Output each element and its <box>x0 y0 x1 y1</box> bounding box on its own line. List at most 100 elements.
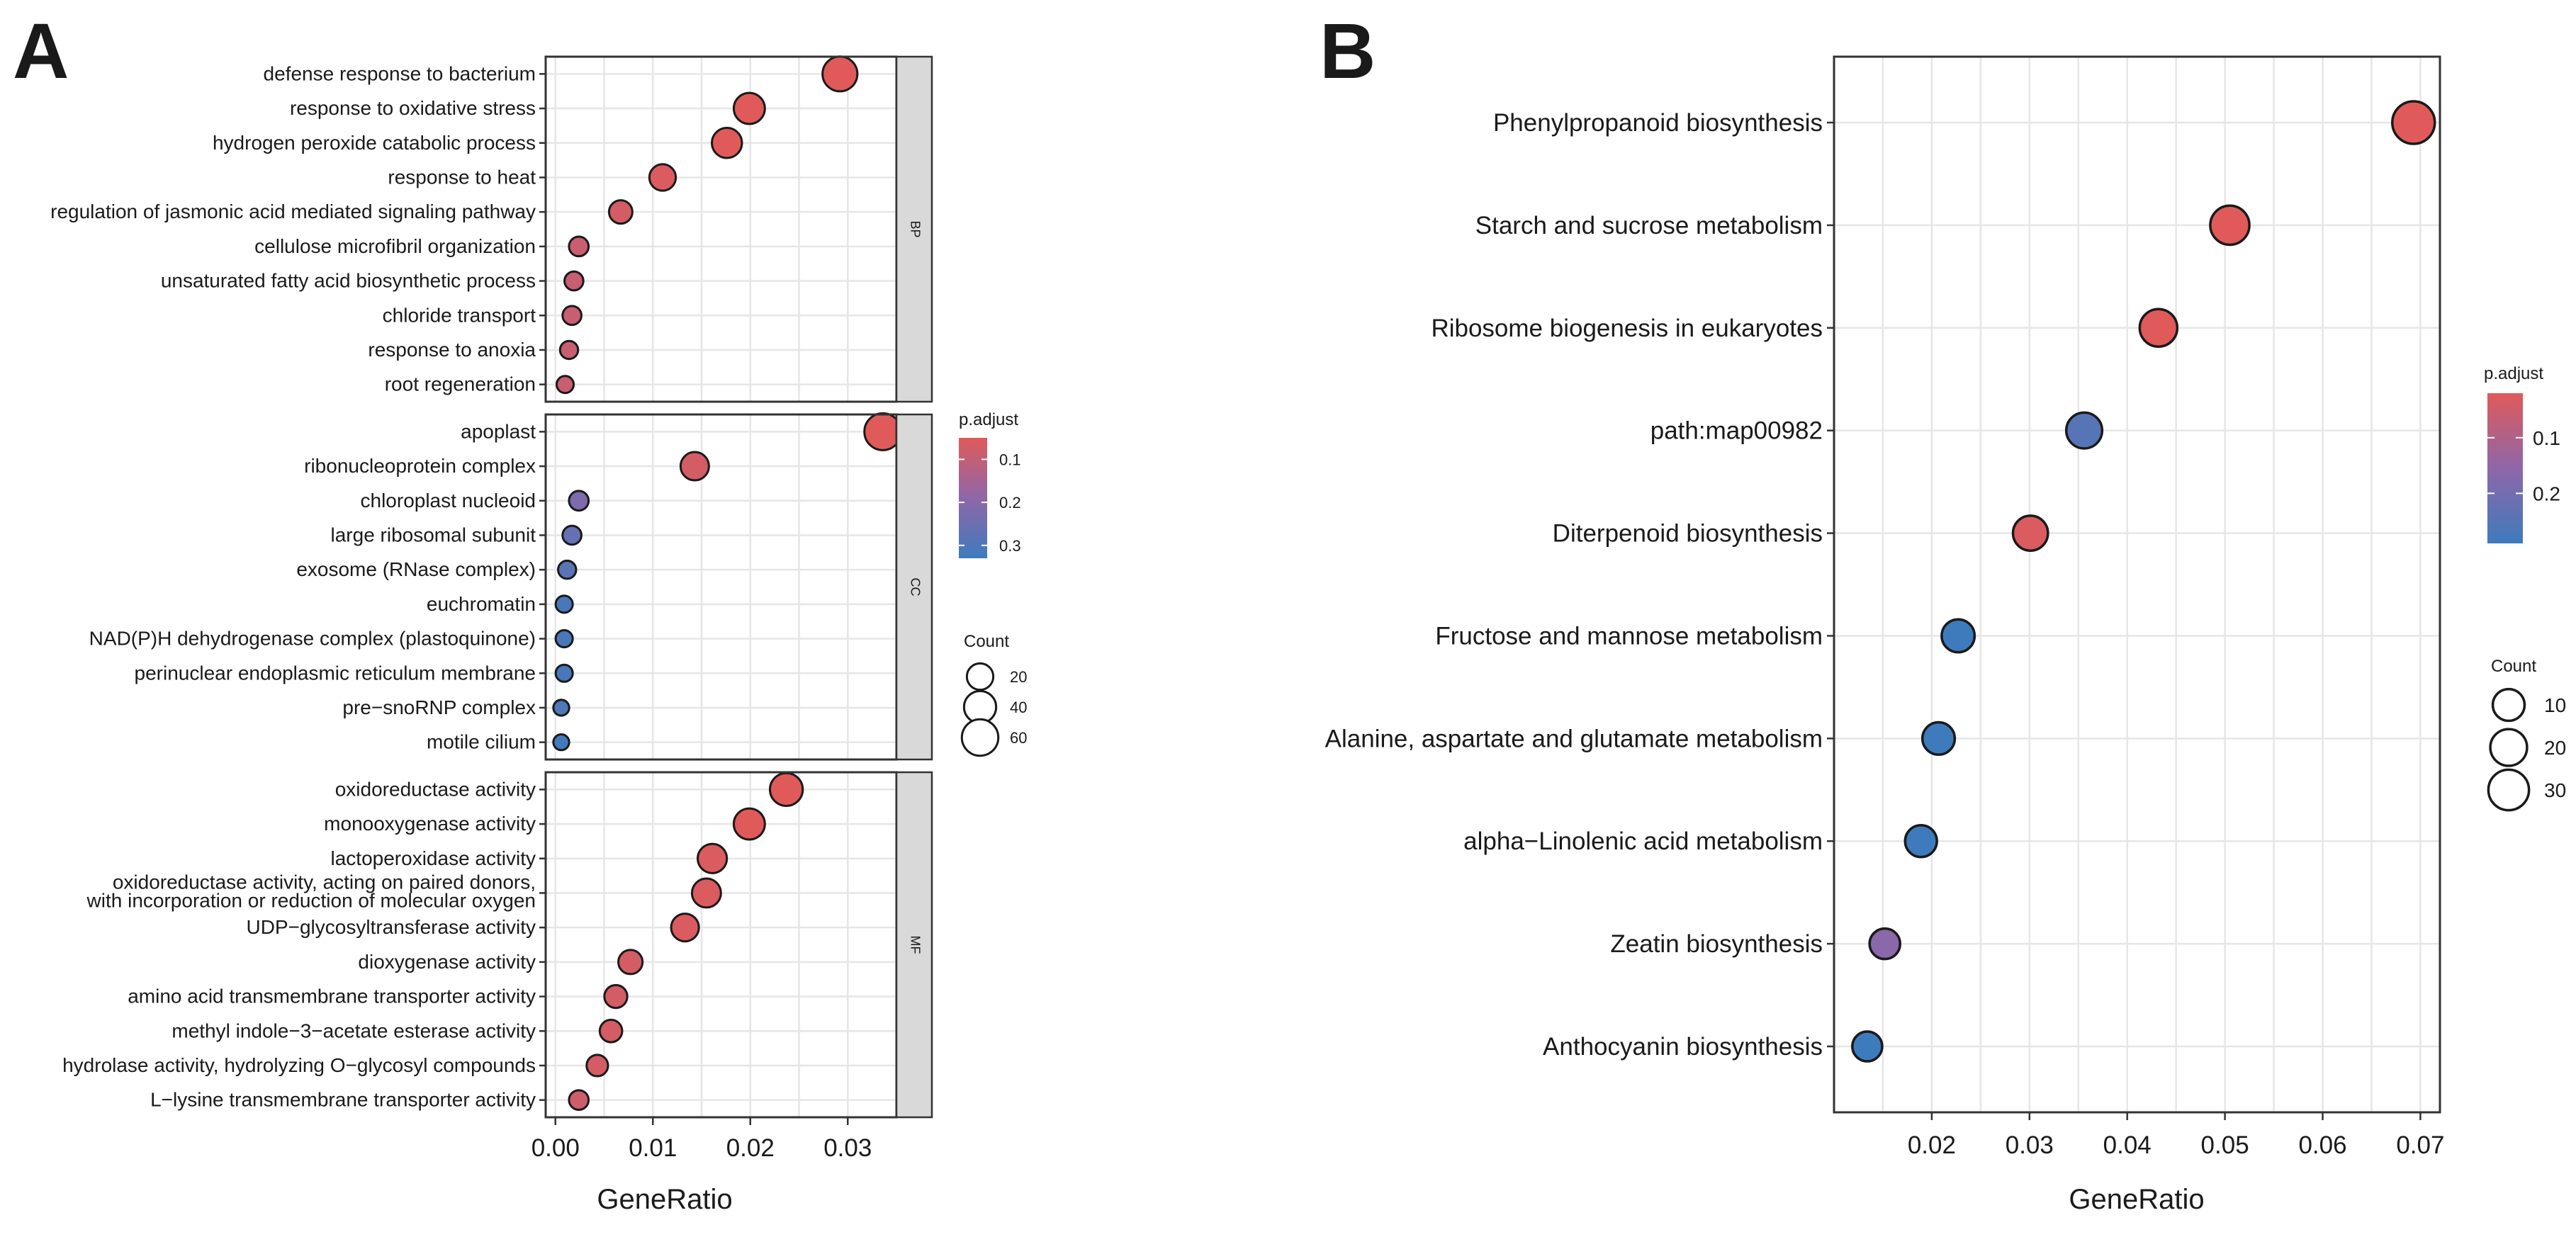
panel-a-point-perinuclear-endoplasmic-reticulum-membrane <box>554 663 574 683</box>
panel-b-point-path-map00982 <box>2064 411 2104 450</box>
panel-a-size-key-label: 60 <box>1010 729 1027 747</box>
panel-b-term-phenylpropanoid-biosynthesis: Phenylpropanoid biosynthesis <box>1493 109 1823 137</box>
panel-a-term-udp-glycosyltransferase-activity: UDP−glycosyltransferase activity <box>247 916 536 938</box>
panel-a-point-hydrogen-peroxide-catabolic-process <box>711 127 743 159</box>
panel-b-term-diterpenoid-biosynthesis: Diterpenoid biosynthesis <box>1553 520 1823 548</box>
panel-a-term-response-to-oxidative-stress: response to oxidative stress <box>290 97 536 119</box>
panel-a-point-oxidoreductase-activity-acting-on-paired-donors-with-incorporation-or-reduction-of-molecular-oxygen <box>690 877 722 909</box>
panel-a-size-legend: 20 40 60 <box>960 662 1027 757</box>
panel-a-term-motile-cilium: motile cilium <box>427 731 536 753</box>
panel-b-point-starch-and-sucrose-metabolism <box>2209 204 2251 247</box>
panel-a-point-cellulose-microfibril-organization <box>568 235 590 258</box>
panel-b-term-zeatin-biosynthesis: Zeatin biosynthesis <box>1610 930 1823 958</box>
panel-a-point-response-to-oxidative-stress <box>732 91 766 125</box>
panel-a-term-oxidoreductase-activity-acting-on-paired-donors-with-incorporation-or-reduction-of-molecular-oxygen: oxidoreductase activity, acting on paire… <box>86 871 536 911</box>
panel-a-color-tick-label: 0.1 <box>999 451 1021 468</box>
panel-a-point-methyl-indole-3-acetate-esterase-activity <box>598 1018 624 1044</box>
panel-a-strip-label-mf: MF <box>908 936 922 954</box>
panel-a-x-tick-label: 0.02 <box>726 1134 775 1162</box>
panel-a-points <box>552 55 903 1111</box>
panel-a-term-methyl-indole-3-acetate-esterase-activity: methyl indole−3−acetate esterase activit… <box>171 1019 536 1041</box>
panel-a-term-exosome-rnase-complex: exosome (RNase complex) <box>296 558 536 580</box>
panel-b-grid <box>1834 57 2440 1112</box>
panel-b-x-tick-label: 0.02 <box>1908 1131 1956 1159</box>
panel-b-point-zeatin-biosynthesis <box>1868 927 1902 961</box>
panel-a-point-nad-p-h-dehydrogenase-complex-plastoquinone <box>554 628 574 649</box>
panel-b-x-tick-label: 0.07 <box>2396 1131 2444 1159</box>
panel-a-dotplot: BP CC MF defense response to bacterium resp… <box>50 55 933 1215</box>
panel-a-term-euchromatin: euchromatin <box>427 593 536 615</box>
panel-b-point-phenylpropanoid-biosynthesis <box>2391 100 2436 145</box>
panel-a-size-key <box>960 718 1000 757</box>
panel-b-point-ribosome-biogenesis-in-eukaryotes <box>2138 307 2179 349</box>
panel-b-term-fructose-and-mannose-metabolism: Fructose and mannose metabolism <box>1435 622 1823 650</box>
panel-b-term-alpha-linolenic-acid-metabolism: alpha−Linolenic acid metabolism <box>1463 828 1823 855</box>
panel-a-point-pre-snornp-complex <box>552 699 570 717</box>
panel-a-point-l-lysine-transmembrane-transporter-activity <box>568 1089 590 1111</box>
panel-b-size-key <box>2489 728 2529 767</box>
panel-a-point-large-ribosomal-subunit <box>561 524 583 546</box>
panel-a-size-legend-title: Count <box>964 632 1009 651</box>
panel-b-term-starch-and-sucrose-metabolism: Starch and sucrose metabolism <box>1475 212 1823 239</box>
panel-a-point-ribonucleoprotein-complex <box>679 451 710 482</box>
panel-a-term-monooxygenase-activity: monooxygenase activity <box>324 813 536 835</box>
panel-b-size-key-label: 30 <box>2544 779 2566 801</box>
panel-b-size-key-label: 10 <box>2544 694 2566 716</box>
panel-a-term-unsaturated-fatty-acid-biosynthetic-process: unsaturated fatty acid biosynthetic proc… <box>161 270 536 292</box>
panel-a-color-legend-title: p.adjust <box>959 410 1018 429</box>
panel-a-point-unsaturated-fatty-acid-biosynthetic-process <box>563 270 585 292</box>
panel-a-point-regulation-of-jasmonic-acid-mediated-signaling-pathway <box>607 199 634 225</box>
panel-a-term-dioxygenase-activity: dioxygenase activity <box>358 951 536 973</box>
panel-a-term-nad-p-h-dehydrogenase-complex-plastoquinone: NAD(P)H dehydrogenase complex (plastoqui… <box>89 628 536 650</box>
panel-a-term-response-to-heat: response to heat <box>388 166 536 188</box>
panel-a-point-hydrolase-activity-hydrolyzing-o-glycosyl-compounds <box>585 1054 609 1078</box>
panel-a-point-chloride-transport <box>561 305 583 327</box>
panel-a-x-axis-title: GeneRatio <box>597 1184 732 1215</box>
panel-a-term-large-ribosomal-subunit: large ribosomal subunit <box>331 524 536 546</box>
panel-a-term-defense-response-to-bacterium: defense response to bacterium <box>264 62 536 84</box>
panel-a-term-apoplast: apoplast <box>461 420 536 442</box>
panel-b-color-tick-label: 0.1 <box>2533 427 2560 449</box>
panel-a-point-dioxygenase-activity <box>617 949 644 976</box>
panel-b-x-axis: 0.02 0.03 0.04 0.05 0.06 0.07 <box>1908 1112 2444 1159</box>
panel-a-size-key-label: 20 <box>1010 668 1027 686</box>
panel-a-point-response-to-anoxia <box>558 339 580 361</box>
panel-a-point-amino-acid-transmembrane-transporter-activity <box>603 983 629 1010</box>
panel-a-color-tick-label: 0.2 <box>999 494 1021 512</box>
panel-b-point-alanine-aspartate-and-glutamate-metabolism <box>1920 721 1957 756</box>
panel-b-x-tick-label: 0.05 <box>2201 1131 2249 1159</box>
panel-a-size-key-label: 40 <box>1010 699 1027 716</box>
panel-a-point-exosome-rnase-complex <box>557 559 578 580</box>
panel-a-point-euchromatin <box>554 594 574 614</box>
panel-b-color-legend-title: p.adjust <box>2484 364 2543 383</box>
panel-a-term-chloroplast-nucleoid: chloroplast nucleoid <box>361 490 536 512</box>
panel-a-color-tick-label: 0.3 <box>999 537 1021 555</box>
panel-a-point-response-to-heat <box>648 163 677 192</box>
panel-a-term-lactoperoxidase-activity: lactoperoxidase activity <box>331 847 536 869</box>
panel-a-term-amino-acid-transmembrane-transporter-activity: amino acid transmembrane transporter act… <box>128 985 536 1007</box>
panel-a-term-oxidoreductase-activity: oxidoreductase activity <box>335 778 536 800</box>
panel-a-point-chloroplast-nucleoid <box>568 490 590 512</box>
panel-b-legend: p.adjust 0.1 0.2 Count 10 20 30 <box>2484 364 2566 812</box>
panel-a-label: A <box>13 8 69 95</box>
panel-a-term-pre-snornp-complex: pre−snoRNP complex <box>342 696 536 718</box>
panel-a-term-perinuclear-endoplasmic-reticulum-membrane: perinuclear endoplasmic reticulum membra… <box>135 662 536 684</box>
panel-a-term-regulation-of-jasmonic-acid-mediated-signaling-pathway: regulation of jasmonic acid mediated sig… <box>50 200 536 222</box>
panel-b-term-path-map00982: path:map00982 <box>1650 417 1823 445</box>
panel-a-point-defense-response-to-bacterium <box>821 55 859 93</box>
panel-b-term-anthocyanin-biosynthesis: Anthocyanin biosynthesis <box>1543 1033 1823 1061</box>
panel-a-x-tick-label: 0.01 <box>629 1134 677 1162</box>
panel-a-frames <box>544 55 898 1119</box>
panel-b-color-ticks: 0.1 0.2 <box>2487 427 2560 504</box>
panel-a-point-motile-cilium <box>552 733 570 752</box>
panel-a-legend: p.adjust 0.1 0.2 0.3 Count 20 40 60 <box>959 410 1027 757</box>
panel-b-color-bar <box>2487 393 2523 543</box>
panel-a-point-monooxygenase-activity <box>732 807 766 841</box>
panel-b-x-tick-label: 0.04 <box>2103 1131 2152 1159</box>
panel-b-term-ribosome-biogenesis-in-eukaryotes: Ribosome biogenesis in eukaryotes <box>1431 315 1823 342</box>
panel-a-x-tick-label: 0.03 <box>823 1134 872 1162</box>
panel-a-strip-label-bp: BP <box>908 220 922 237</box>
panel-b-term-alanine-aspartate-and-glutamate-metabolism: Alanine, aspartate and glutamate metabol… <box>1325 725 1823 752</box>
panel-a-point-root-regeneration <box>555 375 575 395</box>
panel-a-strip-label-cc: CC <box>908 578 922 597</box>
